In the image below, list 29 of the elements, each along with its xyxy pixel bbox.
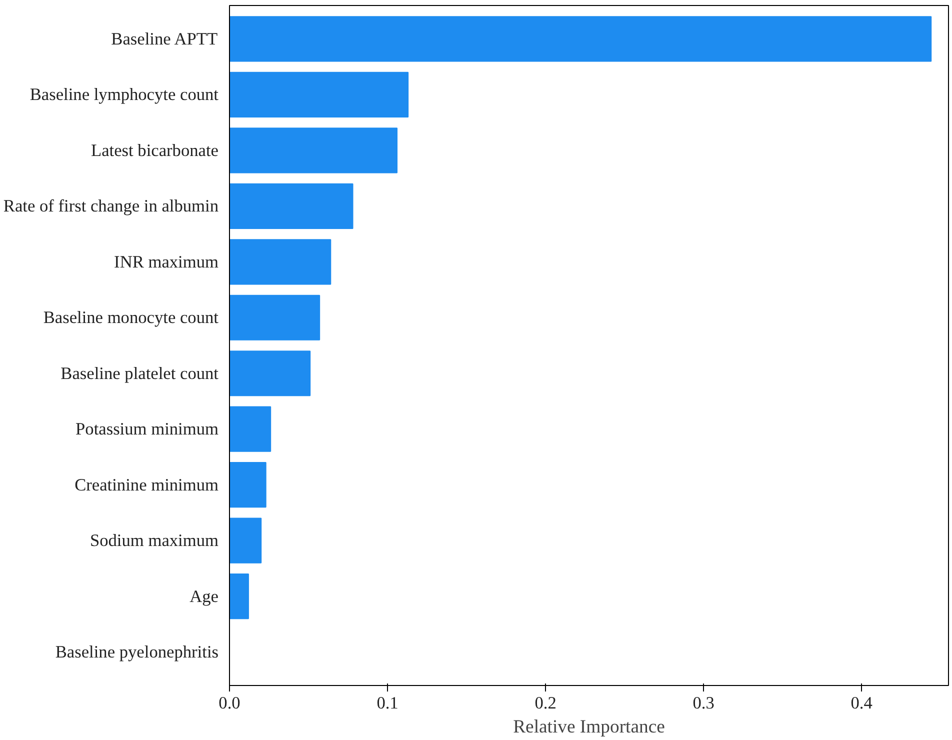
y-tick-label: Baseline APTT <box>111 29 218 48</box>
y-tick-label: Creatinine minimum <box>74 475 220 494</box>
x-tick-label: 0.1 <box>376 694 398 712</box>
y-tick-label: Potassium minimum <box>76 420 220 439</box>
y-tick-label: Rate of first change in albumin <box>3 196 219 216</box>
y-tick-label: Baseline pyelonephritis <box>55 642 219 662</box>
y-tick-label: Age <box>190 586 219 606</box>
x-tick-label: 0.4 <box>850 694 873 712</box>
bar <box>230 72 409 118</box>
y-tick-label: INR maximum <box>114 252 220 272</box>
bar <box>230 183 354 229</box>
bar <box>230 462 266 508</box>
bar <box>230 406 272 452</box>
x-tick-label: 0.3 <box>692 694 714 712</box>
bar <box>230 128 398 174</box>
y-tick-label: Baseline platelet count <box>60 364 219 383</box>
bar <box>230 16 932 62</box>
x-tick-label: 0.0 <box>218 694 240 712</box>
y-tick-label: Sodium maximum <box>90 531 220 550</box>
bar <box>230 350 311 396</box>
bar <box>230 294 320 340</box>
y-tick-label: Baseline monocyte count <box>43 308 219 328</box>
y-tick-label: Baseline lymphocyte count <box>30 85 219 104</box>
x-axis-title: Relative Importance <box>513 716 665 738</box>
bar <box>230 574 249 620</box>
x-tick-label: 0.2 <box>534 694 556 712</box>
bar <box>230 518 262 564</box>
y-tick-label: Latest bicarbonate <box>91 140 219 160</box>
bar <box>230 239 332 285</box>
